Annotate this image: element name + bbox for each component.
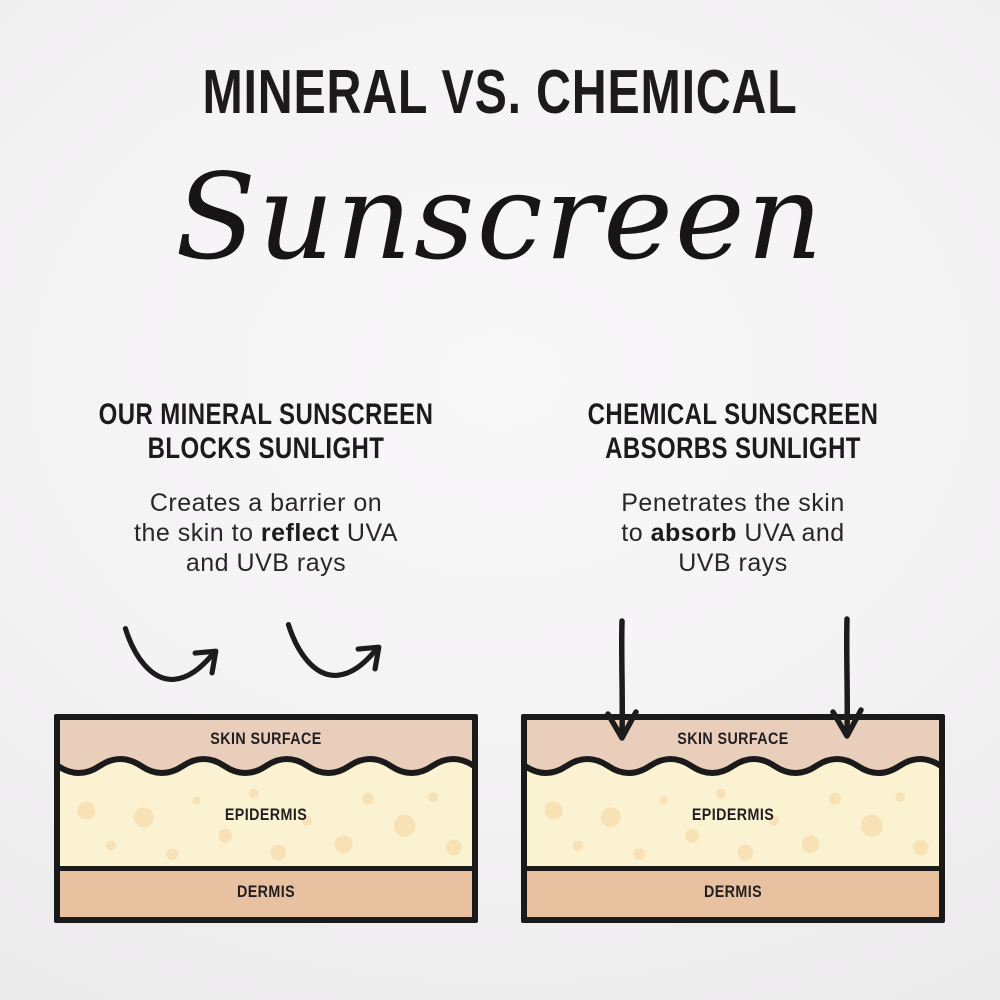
skin-surface-wave <box>60 720 472 776</box>
mineral-heading: OUR MINERAL SUNSCREEN BLOCKS SUNLIGHT <box>96 398 435 466</box>
mineral-body-line3: and UVB rays <box>185 549 347 577</box>
uv-absorb-arrow-icon <box>605 618 639 741</box>
mineral-description: Creates a barrier on the skin to reflect … <box>54 488 478 578</box>
mineral-skin-diagram: SKIN SURFACE EPIDERMIS DERMIS <box>54 714 478 923</box>
chemical-body-line3: UVB rays <box>678 549 788 577</box>
chemical-heading-line1: CHEMICAL SUNSCREEN <box>587 398 879 431</box>
mineral-body-line2-post: UVA <box>339 519 398 547</box>
dermis-label: DERMIS <box>703 882 763 901</box>
mineral-heading-line2: BLOCKS SUNLIGHT <box>147 432 385 465</box>
script-subtitle: Sunscreen <box>175 148 825 286</box>
dermis-label: DERMIS <box>236 882 296 901</box>
uv-reflect-arrow-icon <box>122 626 219 683</box>
epidermis-label: EPIDERMIS <box>691 805 775 824</box>
mineral-column: OUR MINERAL SUNSCREEN BLOCKS SUNLIGHT Cre… <box>54 398 478 578</box>
epidermis-spots <box>62 782 470 866</box>
mineral-body-line2-pre: the skin to <box>134 519 261 547</box>
chemical-skin-diagram: SKIN SURFACE EPIDERMIS DERMIS <box>521 714 945 923</box>
skin-surface-label: SKIN SURFACE <box>210 729 322 748</box>
dermis-band: DERMIS <box>60 866 472 917</box>
chemical-figure: SKIN SURFACE EPIDERMIS DERMIS <box>521 610 945 940</box>
page-title: MINERAL VS. CHEMICAL <box>202 58 798 127</box>
epidermis-spots <box>529 782 937 866</box>
mineral-heading-line1: OUR MINERAL SUNSCREEN <box>98 398 434 431</box>
chemical-body-line2-post: UVA and <box>736 519 845 547</box>
mineral-figure: SKIN SURFACE EPIDERMIS DERMIS <box>54 610 478 940</box>
mineral-body-keyword: reflect <box>260 519 340 547</box>
chemical-body-keyword: absorb <box>650 519 737 547</box>
uv-reflect-arrow-icon <box>285 622 382 679</box>
chemical-description: Penetrates the skin to absorb UVA and UVB … <box>521 488 945 578</box>
chemical-column: CHEMICAL SUNSCREEN ABSORBS SUNLIGHT Penet… <box>521 398 945 578</box>
chemical-heading: CHEMICAL SUNSCREEN ABSORBS SUNLIGHT <box>563 398 902 466</box>
dermis-band: DERMIS <box>527 866 939 917</box>
mineral-body-line1: Creates a barrier on <box>149 489 383 517</box>
chemical-body-line1: Penetrates the skin <box>621 489 845 517</box>
chemical-heading-line2: ABSORBS SUNLIGHT <box>605 432 861 465</box>
epidermis-label: EPIDERMIS <box>224 805 308 824</box>
chemical-body-line2-pre: to <box>621 519 651 547</box>
uv-absorb-arrow-icon <box>830 616 864 739</box>
skin-surface-label: SKIN SURFACE <box>677 729 789 748</box>
skin-surface-wave <box>527 720 939 776</box>
